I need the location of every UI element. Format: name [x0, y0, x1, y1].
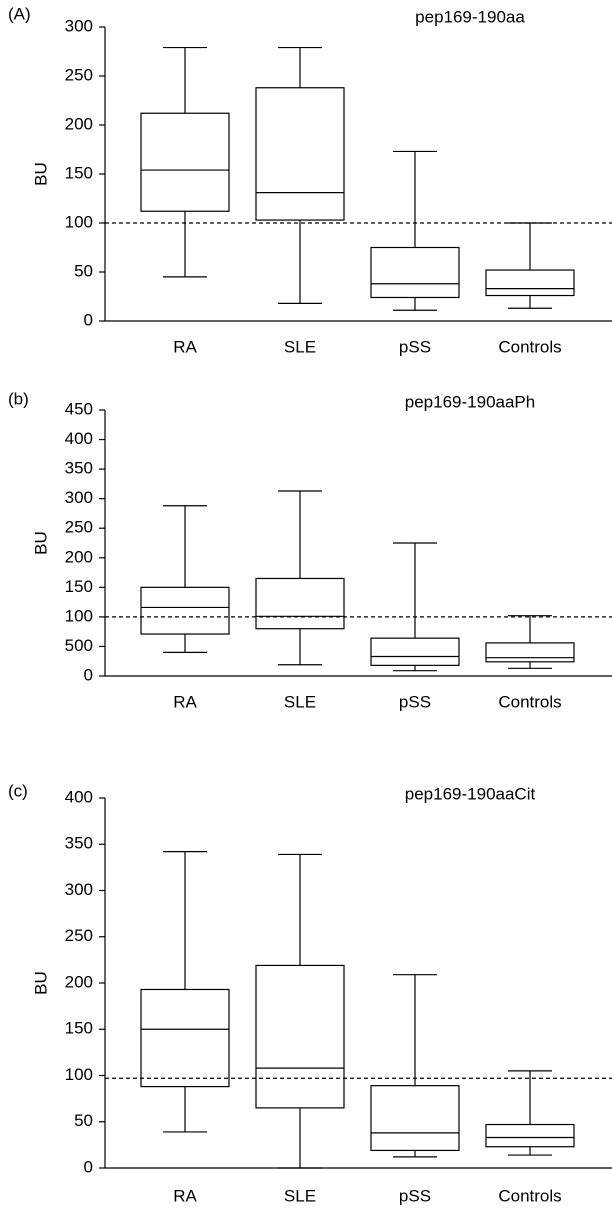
box — [140, 988, 230, 1088]
box — [255, 577, 345, 630]
x-tick-label: pSS — [399, 337, 431, 356]
y-tick-label: 0 — [84, 1157, 93, 1176]
panel-label: (b) — [8, 389, 29, 408]
y-tick-label: 150 — [65, 1019, 93, 1038]
y-axis-label: BU — [31, 971, 50, 995]
x-tick-label: pSS — [399, 692, 431, 711]
box — [255, 87, 345, 221]
x-tick-label: RA — [173, 337, 197, 356]
y-tick-label: 400 — [65, 429, 93, 448]
y-tick-label: 400 — [65, 787, 93, 806]
y-tick-label: 0 — [84, 665, 93, 684]
box — [485, 269, 575, 297]
y-tick-label: 150 — [65, 577, 93, 596]
chart-title: pep169-190aaCit — [405, 784, 536, 803]
panel-label: (A) — [8, 4, 31, 23]
y-tick-label: 100 — [65, 606, 93, 625]
x-tick-label: Controls — [498, 692, 561, 711]
box — [140, 112, 230, 212]
y-tick-label: 350 — [65, 834, 93, 853]
y-tick-label: 300 — [65, 488, 93, 507]
y-axis-label: BU — [31, 162, 50, 186]
y-tick-label: 50 — [74, 261, 93, 280]
box — [255, 964, 345, 1109]
y-axis-label: BU — [31, 531, 50, 555]
x-tick-label: SLE — [284, 337, 316, 356]
y-tick-label: 150 — [65, 163, 93, 182]
y-tick-label: 450 — [65, 399, 93, 418]
x-tick-label: RA — [173, 692, 197, 711]
x-tick-label: Controls — [498, 337, 561, 356]
y-tick-label: 500 — [65, 636, 93, 655]
y-tick-label: 50 — [74, 1111, 93, 1130]
y-tick-label: 0 — [84, 310, 93, 329]
x-tick-label: SLE — [284, 692, 316, 711]
box — [370, 1085, 460, 1152]
y-tick-label: 250 — [65, 518, 93, 537]
box — [140, 586, 230, 635]
chart-title: pep169-190aaPh — [405, 392, 535, 411]
x-tick-label: SLE — [284, 1186, 316, 1205]
y-tick-label: 350 — [65, 459, 93, 478]
y-tick-label: 300 — [65, 880, 93, 899]
chart-title: pep169-190aa — [415, 7, 525, 26]
y-tick-label: 200 — [65, 114, 93, 133]
y-tick-label: 300 — [65, 16, 93, 35]
x-tick-label: Controls — [498, 1186, 561, 1205]
y-tick-label: 250 — [65, 926, 93, 945]
box — [370, 246, 460, 299]
y-tick-label: 200 — [65, 547, 93, 566]
y-tick-label: 100 — [65, 1065, 93, 1084]
box — [370, 637, 460, 666]
y-tick-label: 250 — [65, 65, 93, 84]
box — [485, 642, 575, 663]
x-tick-label: RA — [173, 1186, 197, 1205]
x-tick-label: pSS — [399, 1186, 431, 1205]
panel-label: (c) — [8, 781, 28, 800]
y-tick-label: 100 — [65, 212, 93, 231]
y-tick-label: 200 — [65, 972, 93, 991]
box — [485, 1123, 575, 1148]
